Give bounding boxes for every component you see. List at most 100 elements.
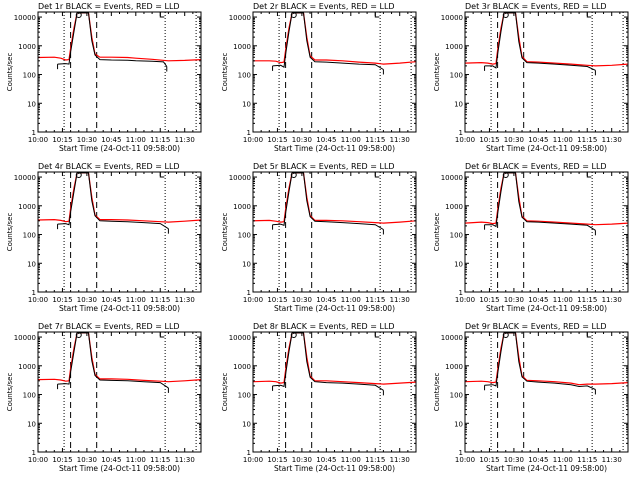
plot-frame <box>252 331 417 453</box>
y-tick-label: 100 <box>23 392 36 400</box>
y-tick-label: 1 <box>247 449 251 457</box>
y-tick-label: 10 <box>242 420 251 428</box>
panel-title: Det 8r BLACK = Events, RED = LLD <box>253 322 395 331</box>
detector-panel-5: 1 10 100 1000 10000 10:00 10:15 10:30 10:45 11:00… <box>221 162 417 313</box>
x-axis-label: Start Time (24-Oct-11 09:58:00) <box>274 464 395 473</box>
series-line-lld <box>37 12 202 62</box>
plot-frame <box>252 11 417 133</box>
y-axis-label: Counts/sec <box>433 53 441 92</box>
y-tick-label: 100 <box>23 72 36 80</box>
series-line-events <box>484 172 596 231</box>
y-axis-label: Counts/sec <box>433 373 441 412</box>
x-tick-label: 10:30 <box>292 296 312 304</box>
series-line-events <box>484 12 596 71</box>
flag-marker <box>586 12 592 18</box>
y-axis-label: Counts/sec <box>433 213 441 252</box>
x-tick-label: 10:15 <box>267 456 287 464</box>
y-tick-label: 10000 <box>14 14 36 22</box>
x-tick-label: 11:15 <box>577 296 597 304</box>
x-tick-label: 10:15 <box>479 296 499 304</box>
y-tick-label: 10000 <box>229 334 251 342</box>
y-tick-label: 10000 <box>229 14 251 22</box>
flag-marker <box>374 172 380 178</box>
panel-title: Det 6r BLACK = Events, RED = LLD <box>465 162 607 171</box>
series-line-events <box>272 332 384 391</box>
x-tick-label: 11:00 <box>126 296 146 304</box>
panel-title: Det 4r BLACK = Events, RED = LLD <box>38 162 180 171</box>
x-tick-label: 10:45 <box>528 296 548 304</box>
y-tick-label: 1000 <box>18 203 36 211</box>
series-line-lld <box>464 172 629 226</box>
x-tick-label: 10:45 <box>528 136 548 144</box>
y-axis-label: Counts/sec <box>6 213 14 252</box>
x-tick-label: 11:00 <box>341 136 361 144</box>
y-tick-label: 100 <box>238 392 251 400</box>
series-line-events <box>57 172 169 230</box>
plot-frame <box>464 11 629 133</box>
flag-marker <box>159 172 165 178</box>
x-tick-label: 11:30 <box>602 136 622 144</box>
x-axis-label: Start Time (24-Oct-11 09:58:00) <box>486 144 607 153</box>
y-tick-label: 1000 <box>445 203 463 211</box>
x-tick-label: 10:15 <box>267 136 287 144</box>
x-axis-label: Start Time (24-Oct-11 09:58:00) <box>59 304 180 313</box>
panel-title: Det 9r BLACK = Events, RED = LLD <box>465 322 607 331</box>
x-axis-label: Start Time (24-Oct-11 09:58:00) <box>274 304 395 313</box>
detector-panel-7: 1 10 100 1000 10000 10:00 10:15 10:30 10:45 11:00… <box>6 322 202 473</box>
x-tick-label: 10:45 <box>101 456 121 464</box>
y-tick-label: 10 <box>27 100 36 108</box>
y-tick-label: 10 <box>454 420 463 428</box>
y-axis-label: Counts/sec <box>221 213 229 252</box>
y-tick-label: 1000 <box>233 43 251 51</box>
x-tick-label: 10:30 <box>292 456 312 464</box>
x-tick-label: 11:00 <box>126 456 146 464</box>
panel-title: Det 2r BLACK = Events, RED = LLD <box>253 2 395 11</box>
x-tick-label: 11:15 <box>150 456 170 464</box>
x-tick-label: 10:30 <box>77 136 97 144</box>
y-axis-label: Counts/sec <box>6 373 14 412</box>
detector-panel-8: 1 10 100 1000 10000 10:00 10:15 10:30 10:45 11:00… <box>221 322 417 473</box>
y-tick-label: 1 <box>32 289 36 297</box>
plot-frame <box>37 171 202 293</box>
x-axis-label: Start Time (24-Oct-11 09:58:00) <box>486 304 607 313</box>
x-tick-label: 10:30 <box>504 136 524 144</box>
x-tick-label: 10:30 <box>504 456 524 464</box>
y-tick-label: 100 <box>23 232 36 240</box>
x-tick-label: 10:00 <box>243 136 263 144</box>
x-tick-label: 11:15 <box>577 136 597 144</box>
y-tick-label: 10000 <box>441 174 463 182</box>
series-line-events <box>484 332 596 390</box>
x-tick-label: 11:30 <box>602 296 622 304</box>
panel-title: Det 1r BLACK = Events, RED = LLD <box>38 2 180 11</box>
x-tick-label: 10:30 <box>77 296 97 304</box>
x-tick-label: 10:30 <box>292 136 312 144</box>
y-tick-label: 10 <box>27 260 36 268</box>
series-line-events <box>57 332 169 389</box>
x-tick-label: 11:15 <box>365 296 385 304</box>
x-tick-label: 10:45 <box>528 456 548 464</box>
x-tick-label: 10:00 <box>28 136 48 144</box>
y-tick-label: 1 <box>247 289 251 297</box>
panel-title: Det 3r BLACK = Events, RED = LLD <box>465 2 607 11</box>
x-tick-label: 10:00 <box>28 456 48 464</box>
y-tick-label: 1000 <box>233 363 251 371</box>
y-tick-label: 1000 <box>18 43 36 51</box>
y-tick-label: 1 <box>32 449 36 457</box>
y-tick-label: 10 <box>454 100 463 108</box>
x-tick-label: 11:00 <box>341 456 361 464</box>
y-tick-label: 1000 <box>445 363 463 371</box>
flag-marker <box>159 12 165 18</box>
y-tick-label: 100 <box>450 232 463 240</box>
x-tick-label: 10:15 <box>479 456 499 464</box>
y-tick-label: 100 <box>450 392 463 400</box>
y-tick-label: 1 <box>459 129 463 137</box>
x-tick-label: 11:15 <box>150 136 170 144</box>
flag-marker <box>586 332 592 338</box>
x-tick-label: 10:15 <box>479 136 499 144</box>
x-tick-label: 10:45 <box>316 296 336 304</box>
x-tick-label: 10:45 <box>101 136 121 144</box>
x-tick-label: 11:15 <box>577 456 597 464</box>
x-tick-label: 10:00 <box>243 456 263 464</box>
x-tick-label: 10:30 <box>77 456 97 464</box>
